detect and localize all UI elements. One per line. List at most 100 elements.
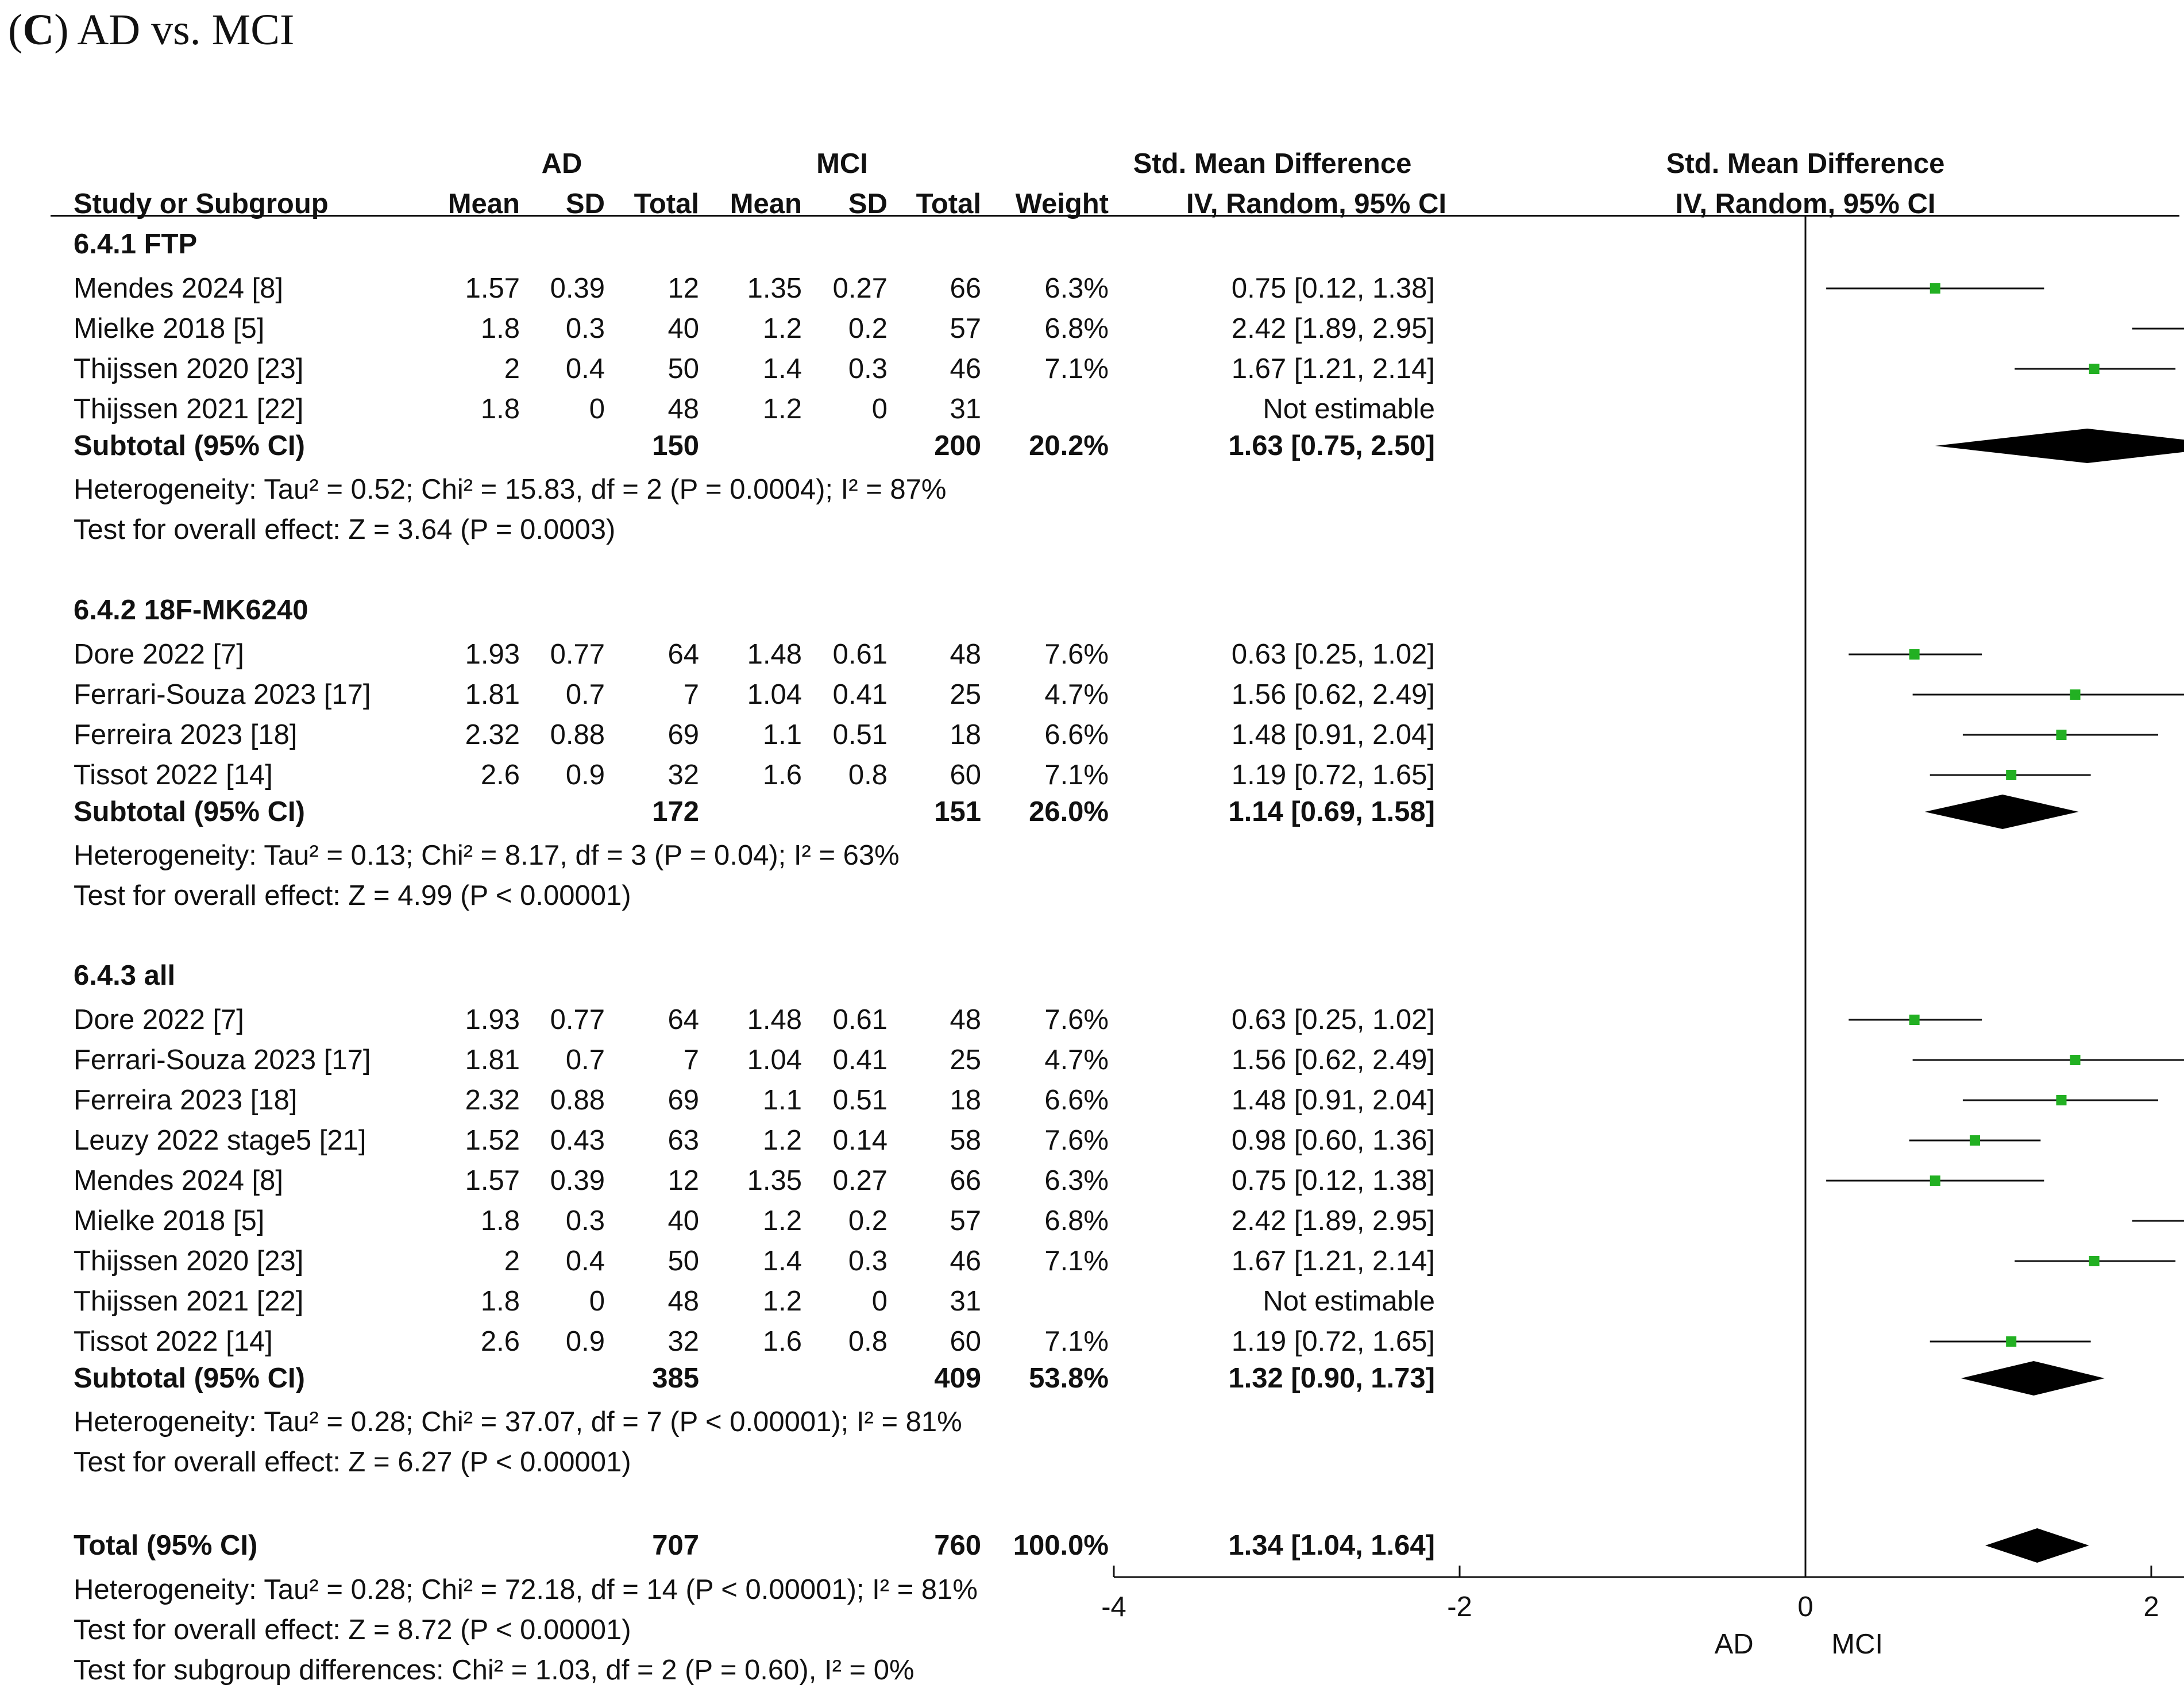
study-total2: 66 (950, 273, 981, 304)
figure-title: AD vs. MCI (77, 6, 295, 54)
study-weight: 6.3% (1044, 1165, 1109, 1196)
study-total1: 40 (667, 1205, 699, 1236)
study-name: Tissot 2022 [14] (74, 1326, 273, 1357)
study-total1: 32 (667, 760, 699, 791)
study-mean2: 1.04 (747, 679, 802, 710)
study-mean2: 1.2 (762, 313, 802, 344)
study-sd1: 0.77 (550, 639, 605, 670)
study-ci: 1.56 [0.62, 2.49] (1231, 1044, 1435, 1076)
x-tick-label: -2 (1447, 1591, 1472, 1622)
study-sd2: 0.51 (832, 719, 888, 750)
study-mean2: 1.1 (762, 719, 802, 750)
study-total1: 63 (667, 1125, 699, 1156)
subtotal-weight: 20.2% (1029, 430, 1109, 461)
figure-letter: C (22, 6, 55, 54)
study-weight: 4.7% (1044, 679, 1109, 710)
col-header-total1: Total (634, 188, 699, 219)
subtotal-total1: 385 (652, 1363, 699, 1394)
subgroup-heading: 6.4.2 18F-MK6240 (74, 595, 308, 626)
study-mean1: 1.8 (480, 1205, 520, 1236)
study-sd2: 0.41 (832, 1044, 888, 1076)
study-name: Ferreira 2023 [18] (74, 719, 298, 750)
group2-header: MCI (816, 148, 868, 179)
study-mean1: 1.57 (465, 1165, 520, 1196)
study-sd2: 0.61 (832, 1004, 888, 1035)
subtotal-weight: 26.0% (1029, 796, 1109, 827)
study-mean2: 1.2 (762, 1286, 802, 1317)
study-total1: 32 (667, 1326, 699, 1357)
subtotal-label: Subtotal (95% CI) (74, 796, 305, 827)
study-mean1: 1.93 (465, 1004, 520, 1035)
study-point-marker (1909, 649, 1920, 660)
total-ci: 1.34 [1.04, 1.64] (1228, 1530, 1435, 1561)
header-rule (51, 215, 2179, 217)
study-mean1: 2.6 (480, 760, 520, 791)
study-mean1: 2.32 (465, 1085, 520, 1116)
study-total2: 48 (950, 639, 981, 670)
total-weight: 100.0% (1013, 1530, 1109, 1561)
subtotal-total2: 409 (934, 1363, 981, 1394)
study-weight: 6.3% (1044, 273, 1109, 304)
study-sd1: 0.7 (565, 1044, 605, 1076)
study-sd1: 0.9 (565, 1326, 605, 1357)
heterogeneity-text: Heterogeneity: Tau² = 0.52; Chi² = 15.83… (74, 474, 947, 505)
study-point-marker (2089, 364, 2100, 374)
study-mean1: 2 (504, 1246, 520, 1277)
study-name: Ferreira 2023 [18] (74, 1085, 298, 1116)
study-mean2: 1.35 (747, 1165, 802, 1196)
study-ci: 1.56 [0.62, 2.49] (1231, 679, 1435, 710)
study-mean2: 1.6 (762, 760, 802, 791)
study-sd1: 0.3 (565, 1205, 605, 1236)
study-mean2: 1.35 (747, 273, 802, 304)
study-ci: 0.98 [0.60, 1.36] (1231, 1125, 1435, 1156)
study-total1: 64 (667, 639, 699, 670)
total-label: Total (95% CI) (74, 1530, 258, 1561)
study-sd1: 0.4 (565, 353, 605, 384)
subtotal-label: Subtotal (95% CI) (74, 1363, 305, 1394)
study-total1: 48 (667, 394, 699, 425)
study-name: Mendes 2024 [8] (74, 1165, 284, 1196)
col-header-mean1: Mean (447, 188, 520, 219)
overall-effect-text: Test for overall effect: Z = 4.99 (P < 0… (74, 880, 631, 911)
col-header-sd2: SD (848, 188, 888, 219)
study-point-marker (1909, 1015, 1920, 1025)
study-sd2: 0.27 (832, 1165, 888, 1196)
subtotal-weight: 53.8% (1029, 1363, 1109, 1394)
study-ci: 2.42 [1.89, 2.95] (1231, 313, 1435, 344)
study-mean2: 1.2 (762, 394, 802, 425)
study-sd2: 0.2 (848, 1205, 888, 1236)
study-sd2: 0.61 (832, 639, 888, 670)
study-name: Mielke 2018 [5] (74, 313, 265, 344)
study-sd2: 0.2 (848, 313, 888, 344)
subtotal-total1: 150 (652, 430, 699, 461)
study-name: Mielke 2018 [5] (74, 1205, 265, 1236)
study-mean2: 1.6 (762, 1326, 802, 1357)
study-ci: 1.19 [0.72, 1.65] (1231, 1326, 1435, 1357)
study-total2: 18 (950, 1085, 981, 1116)
total-total2: 760 (934, 1530, 981, 1561)
study-total2: 66 (950, 1165, 981, 1196)
x-tick-label: -4 (1101, 1591, 1126, 1622)
study-mean2: 1.04 (747, 1044, 802, 1076)
x-tick-label: 2 (2143, 1591, 2159, 1622)
subtotal-total2: 200 (934, 430, 981, 461)
pooled-estimate-diamond (1985, 1528, 2089, 1563)
subtotal-total1: 172 (652, 796, 699, 827)
study-name: Mendes 2024 [8] (74, 273, 284, 304)
plot-header-title: Std. Mean Difference (1666, 148, 1945, 179)
pooled-estimate-diamond (1924, 795, 2079, 829)
study-total1: 7 (683, 1044, 699, 1076)
col-header-sd1: SD (565, 188, 605, 219)
study-ci: 1.67 [1.21, 2.14] (1231, 1246, 1435, 1277)
x-label-right: MCI (1831, 1629, 1883, 1660)
study-mean1: 2.32 (465, 719, 520, 750)
group1-header: AD (541, 148, 582, 179)
study-point-marker (2056, 730, 2067, 740)
total-heterogeneity-text: Heterogeneity: Tau² = 0.28; Chi² = 72.18… (74, 1574, 978, 1605)
total-overall-effect-text: Test for overall effect: Z = 8.72 (P < 0… (74, 1614, 631, 1645)
study-mean2: 1.48 (747, 1004, 802, 1035)
study-name: Dore 2022 [7] (74, 1004, 244, 1035)
study-ci: 1.48 [0.91, 2.04] (1231, 719, 1435, 750)
subgroup-differences-text: Test for subgroup differences: Chi² = 1.… (74, 1655, 914, 1686)
overall-effect-text: Test for overall effect: Z = 3.64 (P = 0… (74, 514, 616, 545)
